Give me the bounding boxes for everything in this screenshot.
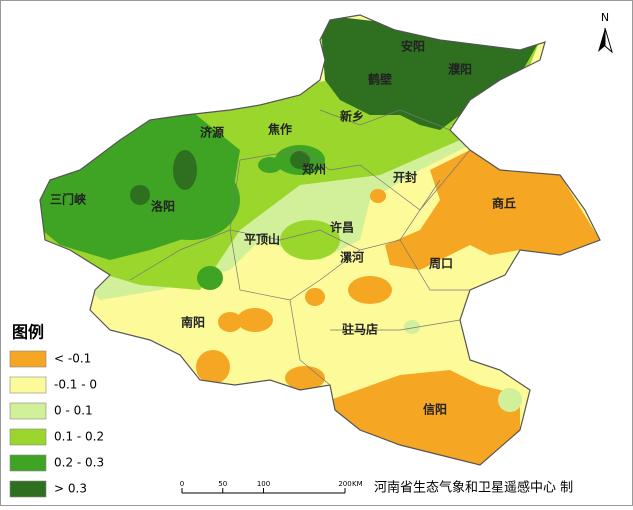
city-label: 漯河 [340, 250, 364, 265]
scale-tick-label: 50 [218, 480, 227, 488]
city-label: 鹤壁 [368, 72, 392, 87]
scale-unit: KM [352, 480, 363, 488]
region [285, 366, 325, 390]
legend-swatch [9, 454, 47, 472]
north-label: N [601, 11, 609, 24]
scale-tick-label: 0 [180, 480, 184, 488]
legend-swatch [9, 480, 47, 498]
city-label: 许昌 [330, 220, 354, 235]
legend-label: 0 - 0.1 [54, 404, 93, 418]
city-label: 安阳 [401, 39, 425, 54]
region [237, 308, 273, 332]
city-borders [129, 109, 471, 386]
city-label: 郑州 [302, 162, 326, 177]
city-label: 南阳 [181, 315, 205, 330]
region [258, 157, 282, 173]
city-label: 濮阳 [448, 62, 472, 77]
city-label: 洛阳 [151, 199, 175, 214]
city-label: 平顶山 [244, 232, 280, 247]
legend-label: < -0.1 [54, 352, 91, 366]
region [385, 150, 600, 270]
city-label: 商丘 [492, 196, 516, 211]
region [370, 189, 386, 203]
legend-label: 0.1 - 0.2 [54, 430, 104, 444]
city-label: 济源 [200, 125, 224, 140]
legend-label: -0.1 - 0 [54, 378, 97, 392]
region [130, 185, 150, 205]
legend-label: > 0.3 [54, 482, 87, 496]
region [348, 276, 392, 304]
legend-label: 0.2 - 0.3 [54, 456, 104, 470]
region [218, 312, 242, 332]
region [330, 370, 520, 465]
legend-title: 图例 [12, 323, 44, 342]
region [280, 220, 340, 260]
city-label: 新乡 [340, 109, 364, 124]
city-label: 焦作 [267, 122, 292, 137]
city-label: 信阳 [423, 402, 447, 417]
region [404, 320, 420, 334]
city-label: 开封 [393, 170, 417, 185]
region [196, 350, 230, 384]
region [290, 151, 310, 169]
city-label: 周口 [429, 257, 453, 271]
north-arrow: N [598, 11, 613, 54]
region [498, 388, 522, 412]
scale-bar: 0 50 100 200 KM [180, 480, 363, 494]
legend-swatch [9, 376, 47, 394]
region [197, 266, 223, 290]
legend: < -0.1 -0.1 - 0 0 - 0.1 0.1 - 0.2 0.2 - 0.3 >… [9, 350, 104, 498]
credit: 河南省生态气象和卫星遥感中心 制 [374, 480, 573, 496]
legend-swatch [9, 402, 47, 420]
scale-tick-label: 200 [338, 480, 351, 488]
scale-tick-label: 100 [257, 480, 270, 488]
legend-swatch [9, 428, 47, 446]
region [305, 288, 325, 306]
region [173, 150, 197, 190]
city-label: 驻马店 [342, 322, 378, 337]
region [140, 160, 240, 240]
legend-swatch [9, 350, 47, 368]
city-label: 三门峡 [50, 192, 86, 207]
